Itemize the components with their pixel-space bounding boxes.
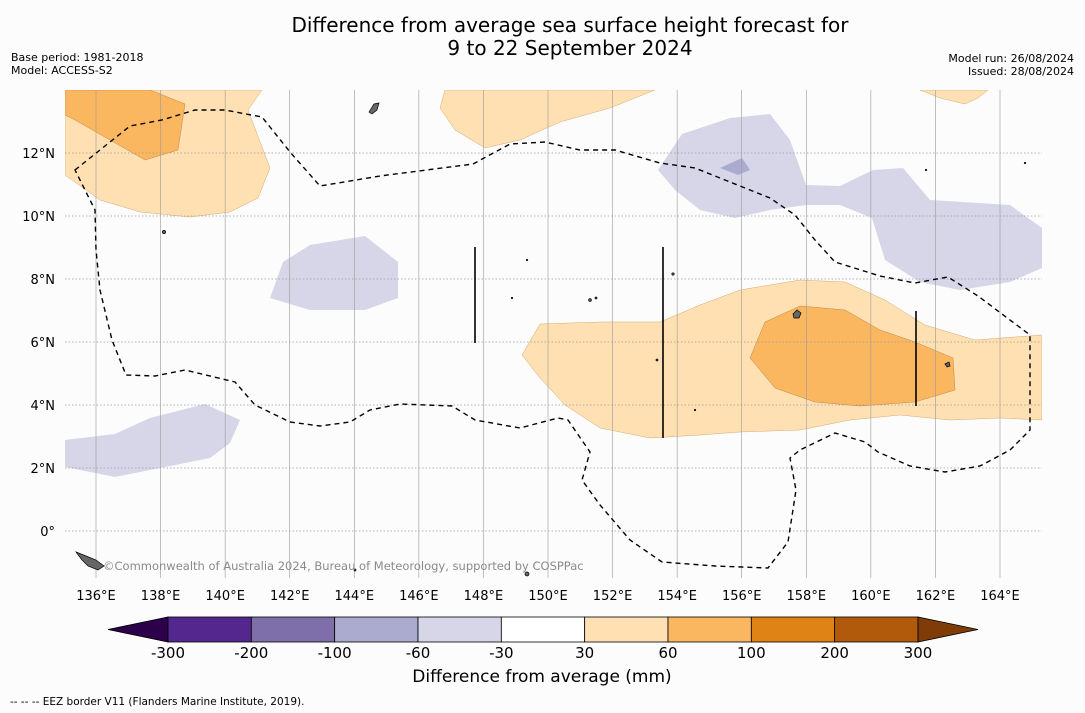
y-tick-label: 12°N [22,147,55,162]
islands [74,102,1027,577]
colorbar-bin [834,616,919,643]
colorbar-tick-label: 30 [575,644,594,662]
chart-title-line2: 9 to 22 September 2024 [447,36,693,60]
anomaly-region-moderate-negative [720,158,750,175]
colorbar-bin [417,616,502,643]
island-islet-c [594,296,598,300]
colorbar-bin [250,616,336,643]
credit-text: ©Commonwealth of Australia 2024, Bureau … [103,559,584,573]
anomaly-region-negative-sw [65,404,240,477]
colorbar-bin [584,616,669,643]
x-tick-label: 140°E [205,589,245,600]
y-tick-label: 8°N [31,273,56,288]
eez-border [74,109,1031,569]
colorbar-tick-label: 60 [658,644,677,662]
colorbar-label: Difference from average (mm) [412,667,672,687]
map-area: ©Commonwealth of Australia 2024, Bureau … [65,90,1042,578]
island-pohnpei [671,272,675,276]
meta-right: Model run: 26/08/2024 Issued: 28/08/2024 [948,52,1074,78]
x-tick-label: 160°E [851,589,891,600]
colorbar-tick-label: -60 [406,644,431,662]
island-kosrae [944,361,951,368]
island-islet-g [693,408,697,412]
chart-title-line1: Difference from average sea surface heig… [291,13,849,37]
grid-lines [65,90,1042,578]
colorbar-tick-label: 200 [820,644,849,662]
island-chuuk [792,309,802,319]
x-tick-label: 162°E [916,589,956,600]
y-tick-label: 4°N [31,399,56,414]
x-axis-ticks: 136°E 138°E 140°E 142°E 144°E 146°E 148°E 150°E… [76,589,1020,600]
y-tick-label: 0° [40,525,55,540]
colorbar-bins [107,616,979,643]
y-tick-label: 2°N [31,462,56,477]
x-tick-label: 138°E [141,589,181,600]
issued-label: Issued: 28/08/2024 [967,65,1074,78]
meta-left: Base period: 1981-2018 Model: ACCESS-S2 [11,51,143,77]
y-axis-ticks: 0° 2°N 4°N 6°N 8°N 10°N 12°N [22,147,55,540]
island-yap [162,230,166,234]
anomaly-region-strong-positive-se [749,305,956,407]
colorbar-tick-label: 100 [737,644,766,662]
colorbar-bin [750,616,836,643]
y-tick-label: 10°N [22,210,55,225]
colorbar-bin [667,616,752,643]
colorbar-bin [167,616,252,643]
island-islet-f [924,168,928,172]
anomaly-region-negative-central [270,236,398,310]
anomaly-region-strong-positive-nw [65,90,186,161]
x-tick-label: 156°E [722,589,762,600]
x-tick-label: 148°E [464,589,504,600]
colorbar-tick-label: -300 [151,644,185,662]
map-plot: ©Commonwealth of Australia 2024, Bureau … [22,90,1042,600]
colorbar-tick-label: -30 [489,644,514,662]
colorbar-tick-labels: -300 -200 -100 -60 -30 30 60 100 200 300 [151,644,932,662]
base-period-label: Base period: 1981-2018 [11,51,144,64]
chart-title: Difference from average sea surface heig… [0,14,1085,60]
colorbar-tick-label: -200 [234,644,268,662]
x-tick-label: 136°E [76,589,116,600]
eez-footnote: -- -- -- EEZ border V11 (Flanders Marine… [10,696,305,708]
x-tick-label: 158°E [787,589,827,600]
island-sorol [588,298,592,302]
anomaly-region-positive-n [439,90,656,149]
y-tick-label: 6°N [31,336,56,351]
x-tick-label: 154°E [657,589,697,600]
x-tick-label: 150°E [528,589,568,600]
x-tick-label: 142°E [270,589,310,600]
colorbar-over-arrow [917,616,979,643]
x-tick-label: 144°E [335,589,375,600]
colorbar-under-arrow [107,616,169,643]
island-islet-e [1023,161,1027,165]
anomaly-region-negative-ne [658,114,1042,290]
island-islet-h [353,568,357,572]
colorbar-tick-label: -100 [318,644,352,662]
x-tick-label: 146°E [399,589,439,600]
x-tick-label: 152°E [593,589,633,600]
island-new-guinea [74,551,105,571]
colorbar-bin [500,616,586,643]
island-islet-d [524,571,530,577]
anomaly-region-positive-ne [919,90,989,105]
colorbar-bin [334,616,419,643]
island-islet-b [510,296,514,300]
island-islet-a [525,258,529,262]
island-mokil [655,358,659,362]
model-run-label: Model run: 26/08/2024 [948,52,1074,65]
colorbar-tick-label: 300 [904,644,933,662]
x-tick-label: 164°E [980,589,1020,600]
island-guam [368,102,380,115]
model-label: Model: ACCESS-S2 [11,64,113,77]
